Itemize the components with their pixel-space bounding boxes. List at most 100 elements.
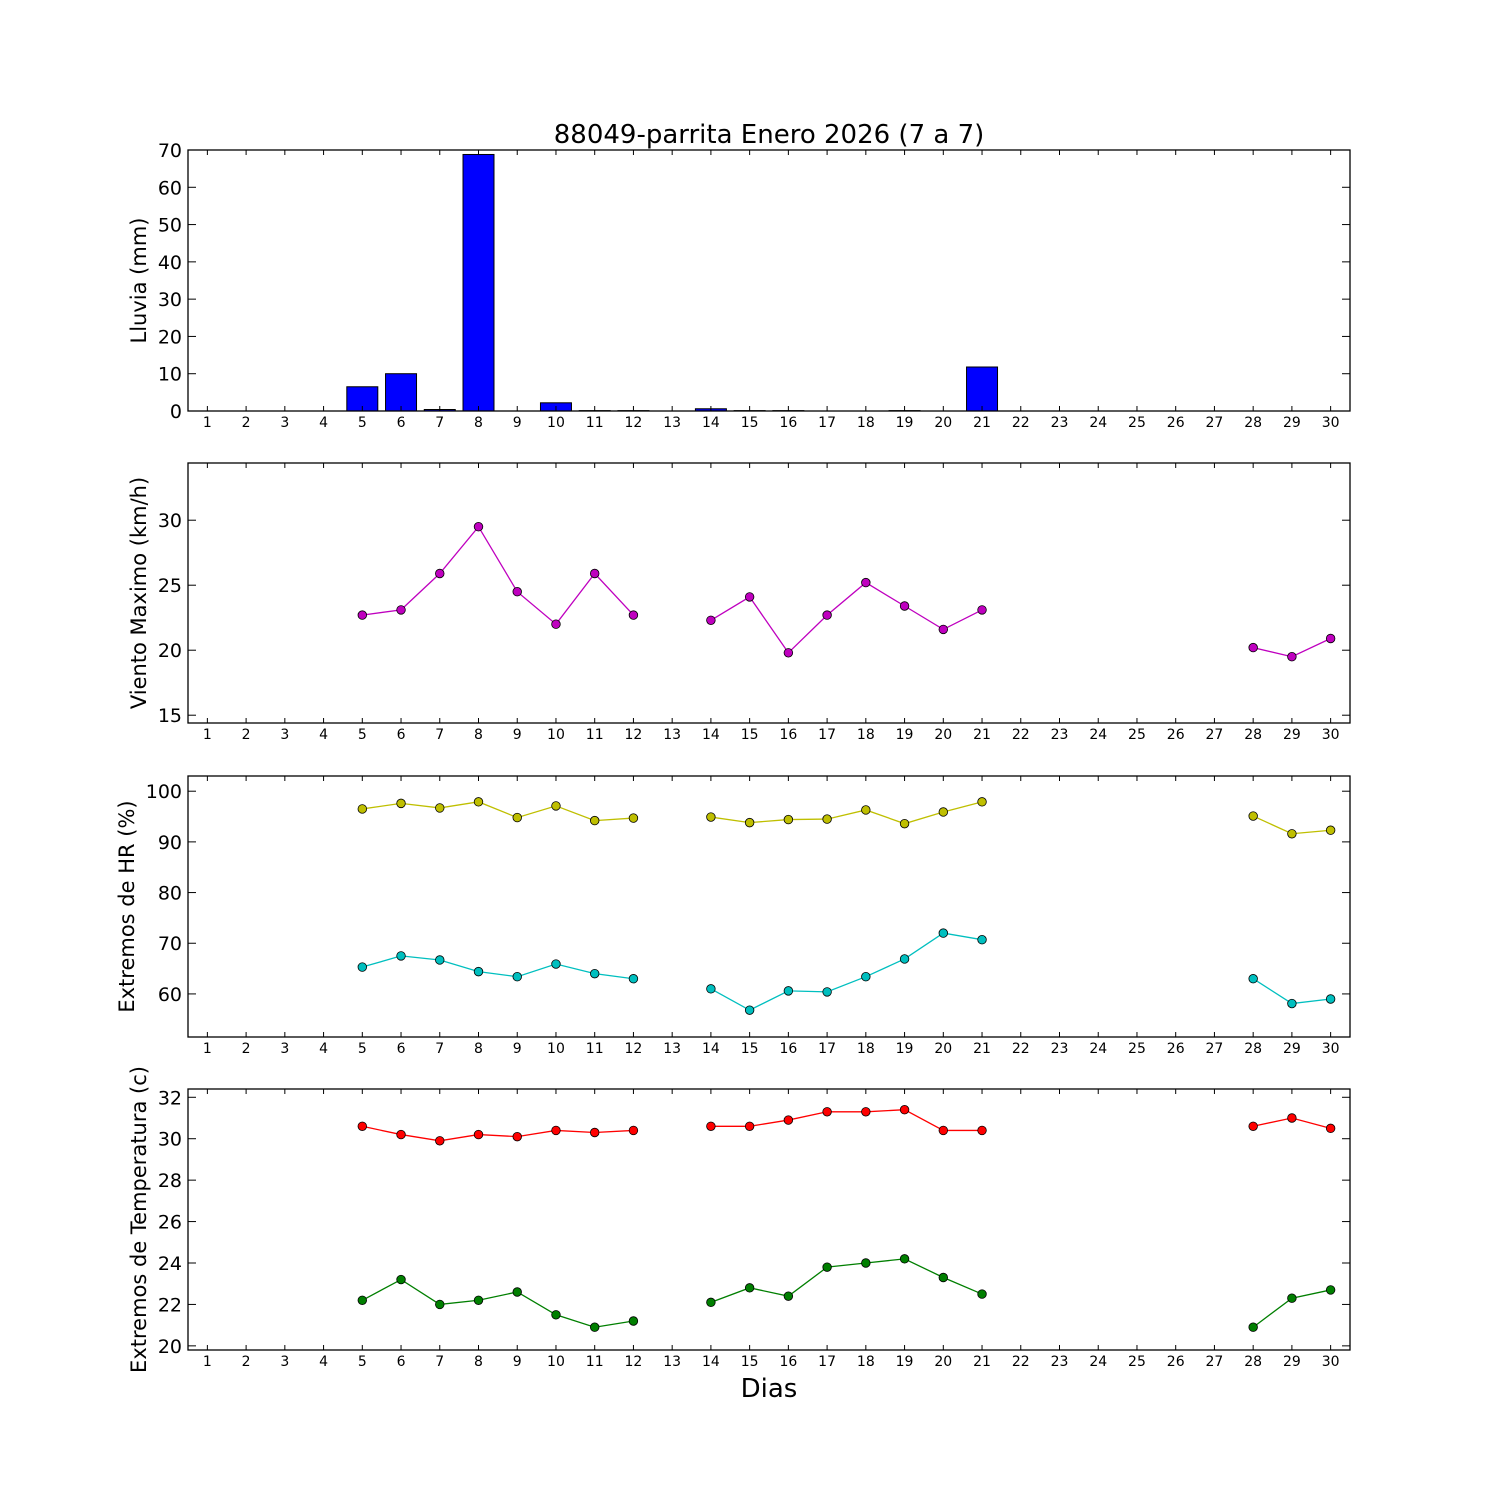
x-tick-label-12: 12: [625, 1041, 643, 1057]
x-tick-label-13: 13: [663, 727, 681, 743]
series-2-point-day-28: [1248, 974, 1258, 984]
x-tick-label-27: 27: [1206, 415, 1224, 431]
series-2-point-day-16: [783, 1291, 794, 1301]
x-tick-label-25: 25: [1128, 727, 1146, 743]
series-1-point-day-11: [590, 568, 600, 579]
x-tick-label-13: 13: [663, 415, 681, 431]
x-tick-label-16: 16: [779, 1354, 797, 1370]
x-tick-label-22: 22: [1012, 1041, 1030, 1057]
x-tick-label-22: 22: [1012, 1354, 1030, 1370]
series-2-point-day-9: [512, 1287, 522, 1297]
x-tick-label-16: 16: [779, 415, 797, 431]
series-1-point-day-14: [706, 615, 716, 626]
y-tick-label-70: 70: [158, 933, 182, 955]
x-tick-label-16: 16: [779, 1041, 797, 1057]
series-2-point-day-8: [473, 1295, 484, 1305]
series-2-point-day-9: [512, 971, 522, 982]
panel-1: 1 2 3 4 5 6 7 8 9 10 11 12 13 14 15 16 17 18 19 20 21 22 23 24 2…: [127, 140, 1351, 431]
y-tick-label-30: 30: [158, 289, 182, 311]
x-tick-label-6: 6: [397, 1354, 406, 1370]
series-2-point-day-17: [822, 1262, 832, 1272]
series-2-point-day-15: [744, 1005, 755, 1015]
y-tick-label-100: 100: [146, 781, 182, 803]
series-2-line-1: [361, 1278, 634, 1328]
x-tick-label-14: 14: [702, 415, 720, 431]
x-tick-label-8: 8: [474, 1354, 483, 1370]
series-1-point-day-10: [551, 1125, 561, 1136]
x-tick-label-26: 26: [1167, 1041, 1185, 1057]
x-tick-label-29: 29: [1283, 415, 1301, 431]
x-tick-label-25: 25: [1128, 1041, 1146, 1057]
series-1-point-day-19: [899, 601, 910, 611]
x-tick-label-26: 26: [1167, 415, 1185, 431]
series-2-point-day-29: [1287, 1293, 1297, 1303]
x-tick-label-22: 22: [1012, 727, 1030, 743]
x-tick-label-14: 14: [702, 727, 720, 743]
series-2-line-2: [710, 932, 983, 1011]
series-1-point-day-30: [1325, 1123, 1336, 1134]
series-2-point-day-28: [1248, 1322, 1258, 1332]
series-1-line-1: [362, 801, 634, 822]
y-axis-label: Extremos de HR (%): [115, 800, 139, 1012]
y-tick-label-26: 26: [158, 1212, 182, 1234]
x-tick-label-25: 25: [1128, 1354, 1146, 1370]
x-tick-label-29: 29: [1283, 1041, 1301, 1057]
series-2-point-day-7: [435, 955, 445, 965]
x-tick-label-13: 13: [663, 1354, 681, 1370]
series-1-point-day-12: [628, 610, 639, 620]
y-axis-label: Extremos de Temperatura (c): [127, 1066, 151, 1373]
x-tick-label-28: 28: [1244, 1041, 1262, 1057]
bar-day-6: [385, 373, 418, 412]
x-tick-label-20: 20: [934, 1354, 952, 1370]
series-2-line-2: [710, 1258, 983, 1303]
x-tick-label-24: 24: [1089, 727, 1107, 743]
series-2-point-day-16: [783, 986, 794, 996]
series-2-point-day-7: [435, 1299, 445, 1310]
y-axis-label: Viento Maximo (km/h): [127, 477, 151, 709]
series-1-point-day-14: [706, 1121, 716, 1131]
x-tick-label-20: 20: [934, 415, 952, 431]
x-tick-label-13: 13: [663, 1041, 681, 1057]
x-tick-label-30: 30: [1322, 1041, 1340, 1057]
series-1-point-day-5: [357, 804, 368, 814]
panels: 1 2 3 4 5 6 7 8 9 10 11 12 13 14 15 16 17 18 19 20 21 22 23 24 2…: [115, 140, 1351, 1373]
series-2-point-day-19: [899, 1254, 910, 1264]
x-tick-label-28: 28: [1244, 1354, 1262, 1370]
x-tick-label-24: 24: [1089, 415, 1107, 431]
bar-day-21: [966, 366, 999, 412]
x-tick-label-26: 26: [1167, 727, 1185, 743]
series-1-point-day-10: [551, 619, 561, 629]
series-1-point-day-10: [551, 801, 561, 811]
series-1-point-day-8: [473, 522, 484, 532]
series-2-point-day-18: [861, 971, 871, 982]
series-1-point-day-21: [977, 605, 987, 615]
series-1-point-day-9: [512, 1131, 522, 1142]
x-tick-label-7: 7: [435, 1041, 444, 1057]
x-tick-label-9: 9: [513, 1041, 522, 1057]
x-tick-label-28: 28: [1244, 415, 1262, 431]
x-tick-label-11: 11: [586, 727, 604, 743]
x-tick-label-30: 30: [1322, 1354, 1340, 1370]
series-1-point-day-8: [473, 797, 484, 807]
series-2-point-day-17: [822, 987, 832, 997]
x-tick-label-21: 21: [973, 727, 991, 743]
x-tick-label-27: 27: [1206, 1041, 1224, 1057]
series-1-point-day-17: [822, 1107, 832, 1117]
series-1-point-day-8: [473, 1129, 484, 1140]
x-tick-label-3: 3: [280, 415, 289, 431]
x-tick-label-15: 15: [741, 1041, 759, 1057]
x-tick-label-11: 11: [586, 1041, 604, 1057]
x-tick-label-18: 18: [857, 1354, 875, 1370]
x-tick-label-12: 12: [625, 415, 643, 431]
x-tick-label-24: 24: [1089, 1354, 1107, 1370]
x-tick-label-21: 21: [973, 415, 991, 431]
x-tick-label-30: 30: [1322, 415, 1340, 431]
series-2-point-day-21: [977, 1289, 987, 1299]
x-tick-label-21: 21: [973, 1041, 991, 1057]
series-1-point-day-29: [1287, 652, 1297, 662]
series-1-point-day-15: [744, 1121, 755, 1131]
series-2-point-day-29: [1287, 998, 1297, 1009]
x-tick-label-18: 18: [857, 727, 875, 743]
series-1-point-day-19: [899, 818, 910, 829]
